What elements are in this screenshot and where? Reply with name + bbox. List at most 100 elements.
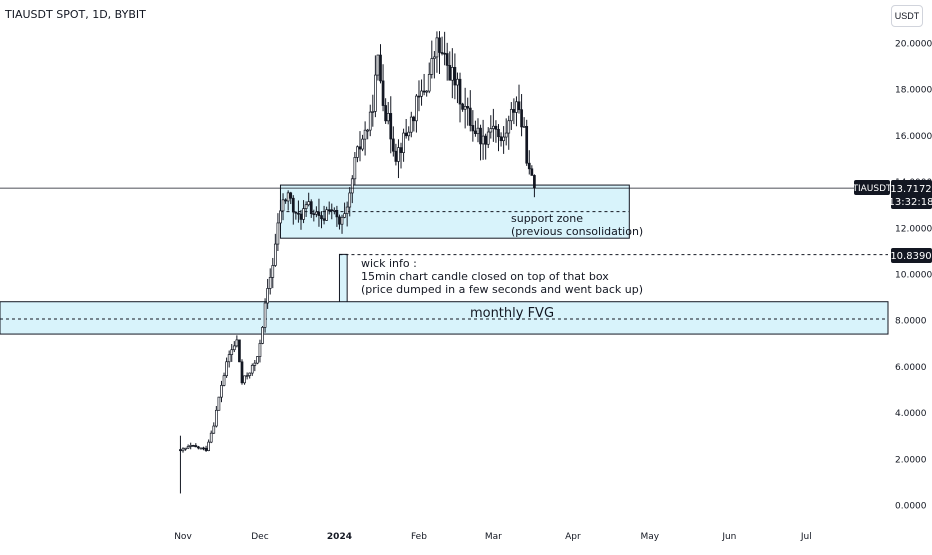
y-tick-label: 6.0000: [895, 363, 927, 373]
candle-body: [412, 116, 416, 122]
y-tick-label: 0.0000: [895, 502, 927, 512]
candle-body: [420, 90, 423, 97]
candle-body: [181, 448, 185, 452]
candle-body: [371, 111, 375, 113]
candle-body: [489, 128, 493, 133]
candle-body: [417, 95, 421, 98]
candle-body: [240, 361, 244, 384]
support-zone-label: support zone: [511, 212, 583, 225]
candle-body: [474, 130, 477, 135]
symbol-tag-bg: [854, 180, 890, 195]
price-labels-layer: TIAUSDT 13.7172 13:32:18 10.8390: [851, 180, 932, 263]
candle-body: [533, 175, 536, 189]
candle-body: [345, 206, 349, 214]
countdown-tag: 13:32:18: [889, 197, 932, 208]
candle-body: [276, 222, 280, 245]
candle-body: [481, 135, 485, 145]
candle-body: [384, 105, 387, 122]
candle-body: [212, 425, 216, 434]
candle-body: [479, 127, 482, 145]
candle-body: [507, 120, 511, 134]
currency-button[interactable]: USDT: [891, 5, 923, 27]
candle-body: [397, 147, 400, 162]
candle-body: [430, 58, 434, 75]
symbol-tag: TIAUSDT: [851, 184, 892, 194]
wick-info-line: 15min chart candle closed on top of that…: [361, 270, 609, 283]
y-tick-label: 10.0000: [895, 271, 932, 281]
candle-body: [353, 157, 357, 180]
candle-body: [376, 54, 380, 76]
candle-body: [453, 67, 457, 86]
candle-body: [374, 74, 377, 112]
candle-body: [335, 210, 339, 218]
y-tick-label: 16.0000: [895, 132, 932, 142]
candle-body: [517, 101, 521, 111]
candle-body: [312, 213, 316, 216]
candle-body: [497, 128, 500, 138]
candle-body: [238, 339, 241, 363]
candle-body: [340, 216, 344, 225]
axis-layer: 0.0000 2.0000 4.0000 6.0000 8.0000 10.0000 12.…: [174, 40, 932, 543]
candle-body: [291, 197, 295, 213]
candle-body: [250, 365, 254, 374]
x-tick-label: Feb: [411, 532, 427, 542]
candle-body: [391, 138, 395, 152]
candle-body: [527, 162, 531, 170]
candle-body: [199, 447, 203, 450]
candle-body: [230, 349, 234, 355]
candle-body: [512, 109, 516, 113]
x-tick-label: Dec: [251, 532, 268, 542]
candle-body: [515, 101, 518, 113]
candle-body: [484, 135, 488, 145]
y-tick-label: 4.0000: [895, 409, 927, 419]
monthly-fvg-label: monthly FVG: [470, 306, 554, 321]
candle-body: [315, 211, 318, 215]
wick-info-detail: (price dumped in a few seconds and went …: [361, 283, 643, 296]
candle-body: [286, 192, 290, 202]
candle-body: [222, 375, 226, 386]
candle-body: [358, 146, 362, 150]
candle-body: [356, 146, 359, 158]
candle-body: [297, 212, 300, 215]
candle-body: [433, 56, 436, 59]
candle-body: [235, 339, 239, 347]
support-zone-sublabel: (previous consolidation): [511, 225, 643, 238]
candle-body: [438, 37, 441, 53]
candle-body: [409, 116, 413, 133]
x-tick-label: Mar: [485, 532, 502, 542]
candle-body: [320, 215, 323, 220]
wick-info-box: [338, 253, 348, 304]
candle-body: [207, 441, 210, 451]
candle-body: [456, 78, 459, 86]
candle-body: [435, 37, 439, 58]
candle-body: [461, 103, 464, 110]
last-price-tag-bg: [891, 180, 932, 209]
y-tick-label: 2.0000: [895, 455, 927, 465]
candle-body: [214, 409, 218, 427]
x-tick-label: Jul: [800, 532, 812, 542]
zones-layer: [0, 184, 889, 335]
candle-body: [268, 277, 272, 289]
candle-body: [368, 111, 372, 131]
candle-body: [363, 129, 367, 140]
candle-body: [220, 385, 223, 398]
candle-body: [448, 65, 452, 81]
level-price-tag: 10.8390: [890, 251, 931, 262]
candle-body: [253, 362, 257, 366]
candle-body: [466, 106, 470, 109]
candle-body: [407, 131, 411, 137]
candle-body: [492, 125, 495, 129]
candle-body: [309, 201, 313, 215]
candle-body: [502, 136, 505, 142]
x-tick-label: Jun: [721, 532, 736, 542]
candle-body: [443, 52, 446, 55]
candle-body: [522, 126, 526, 128]
y-tick-label: 18.0000: [895, 86, 932, 96]
candle-body: [422, 90, 426, 93]
candles-layer: [179, 31, 536, 494]
candle-body: [273, 243, 277, 266]
candle-body: [499, 136, 503, 142]
candle-body: [189, 445, 193, 447]
